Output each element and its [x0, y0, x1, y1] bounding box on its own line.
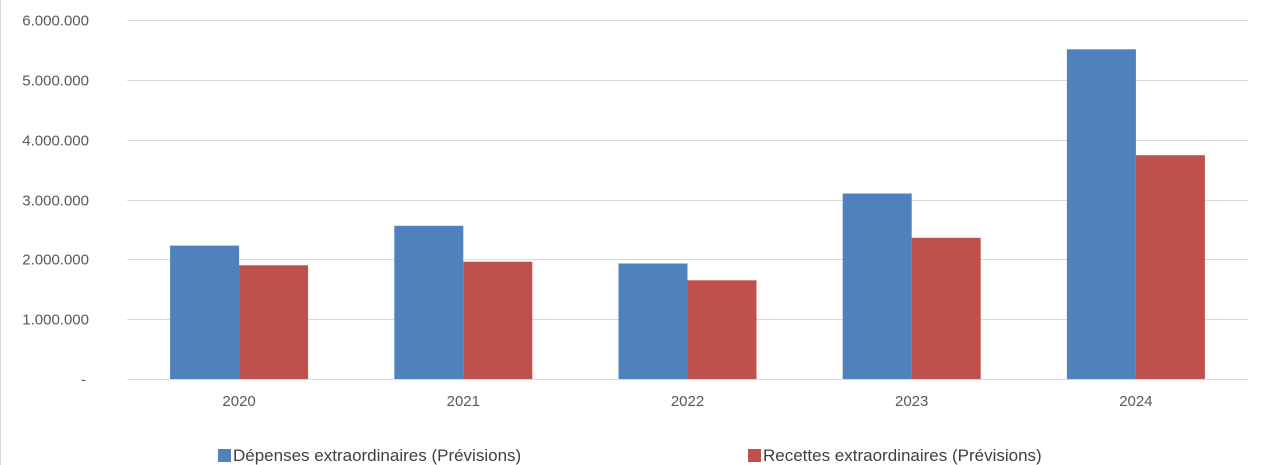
bar [687, 280, 757, 379]
x-tick-label: 2020 [222, 393, 255, 410]
y-tick-label: 4.000.000 [22, 133, 89, 150]
x-axis-ticks: 2020 2021 2022 2023 2024 [222, 393, 1152, 410]
bar [842, 193, 912, 379]
y-tick-label: 3.000.000 [22, 193, 89, 210]
y-tick-label: - [81, 372, 86, 389]
x-tick-label: 2022 [671, 393, 704, 410]
bar [170, 245, 240, 379]
y-axis-ticks: - 1.000.000 2.000.000 3.000.000 4.000.000 5.0… [22, 13, 89, 389]
bar [618, 263, 688, 379]
y-tick-label: 2.000.000 [22, 252, 89, 269]
bar [463, 261, 533, 379]
legend-swatch [748, 449, 761, 462]
legend-label: Dépenses extraordinaires (Prévisions) [233, 446, 521, 465]
y-tick-label: 6.000.000 [22, 13, 89, 30]
x-tick-label: 2023 [895, 393, 928, 410]
bar [1066, 49, 1136, 380]
bar [911, 237, 981, 379]
legend-swatch [218, 449, 231, 462]
y-tick-label: 5.000.000 [22, 73, 89, 90]
legend-label: Recettes extraordinaires (Prévisions) [763, 446, 1042, 465]
gridlines [127, 20, 1248, 320]
x-tick-label: 2021 [447, 393, 480, 410]
x-tick-label: 2024 [1119, 393, 1152, 410]
y-tick-label: 1.000.000 [22, 312, 89, 329]
bars [170, 49, 1205, 380]
bar [239, 265, 309, 379]
bar [1135, 155, 1205, 379]
legend: Dépenses extraordinaires (Prévisions) Rec… [218, 446, 1042, 465]
bar [394, 225, 464, 379]
